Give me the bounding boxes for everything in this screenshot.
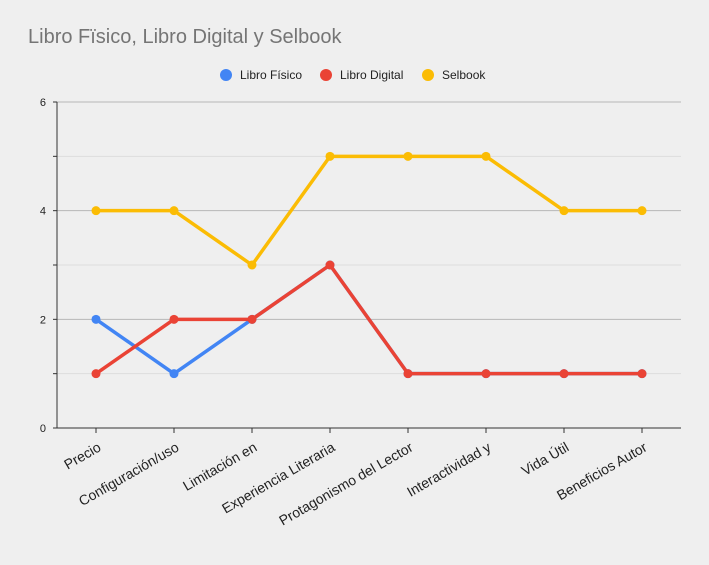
series-line-selbook (94, 154, 644, 267)
data-point-libro-digital (559, 369, 569, 379)
data-point-libro-digital (325, 260, 335, 270)
y-tick-label: 6 (40, 97, 46, 109)
data-point-libro-digital (403, 369, 413, 379)
data-point-libro-digital (637, 369, 647, 379)
x-tick-label: Precio (61, 439, 104, 473)
chart-title: Libro Fïsico, Libro Digital y Selbook (28, 26, 342, 48)
data-point-selbook (325, 151, 335, 161)
y-tick-label: 0 (40, 423, 46, 435)
data-point-libro-digital (169, 314, 179, 324)
data-point-libro-f-sico (169, 369, 179, 379)
series-line-libro-digital (94, 263, 644, 376)
data-point-selbook (481, 151, 491, 161)
data-point-libro-digital (481, 369, 491, 379)
legend-marker-libro-digital (320, 69, 332, 81)
legend-label-selbook: Selbook (442, 68, 486, 82)
x-tick-label: Vida Útil (519, 439, 572, 479)
data-point-selbook (637, 206, 647, 216)
data-point-selbook (559, 206, 569, 216)
legend-marker-selbook (422, 69, 434, 81)
data-point-libro-f-sico (91, 314, 101, 324)
y-tick-label: 2 (40, 314, 46, 326)
legend-label-libro-digital: Libro Digital (340, 68, 403, 82)
data-point-selbook (403, 151, 413, 161)
data-point-selbook (169, 206, 179, 216)
legend-label-libro-f-sico: Libro Físico (240, 68, 302, 82)
data-point-selbook (91, 206, 101, 216)
data-point-libro-digital (247, 314, 257, 324)
x-tick-label: Interactividad y (404, 439, 494, 500)
data-point-libro-digital (91, 369, 101, 379)
x-tick-label: Protagonismo del Lector (276, 439, 416, 529)
data-point-selbook (247, 260, 257, 270)
legend-marker-libro-f-sico (220, 69, 232, 81)
y-tick-label: 4 (40, 206, 46, 218)
